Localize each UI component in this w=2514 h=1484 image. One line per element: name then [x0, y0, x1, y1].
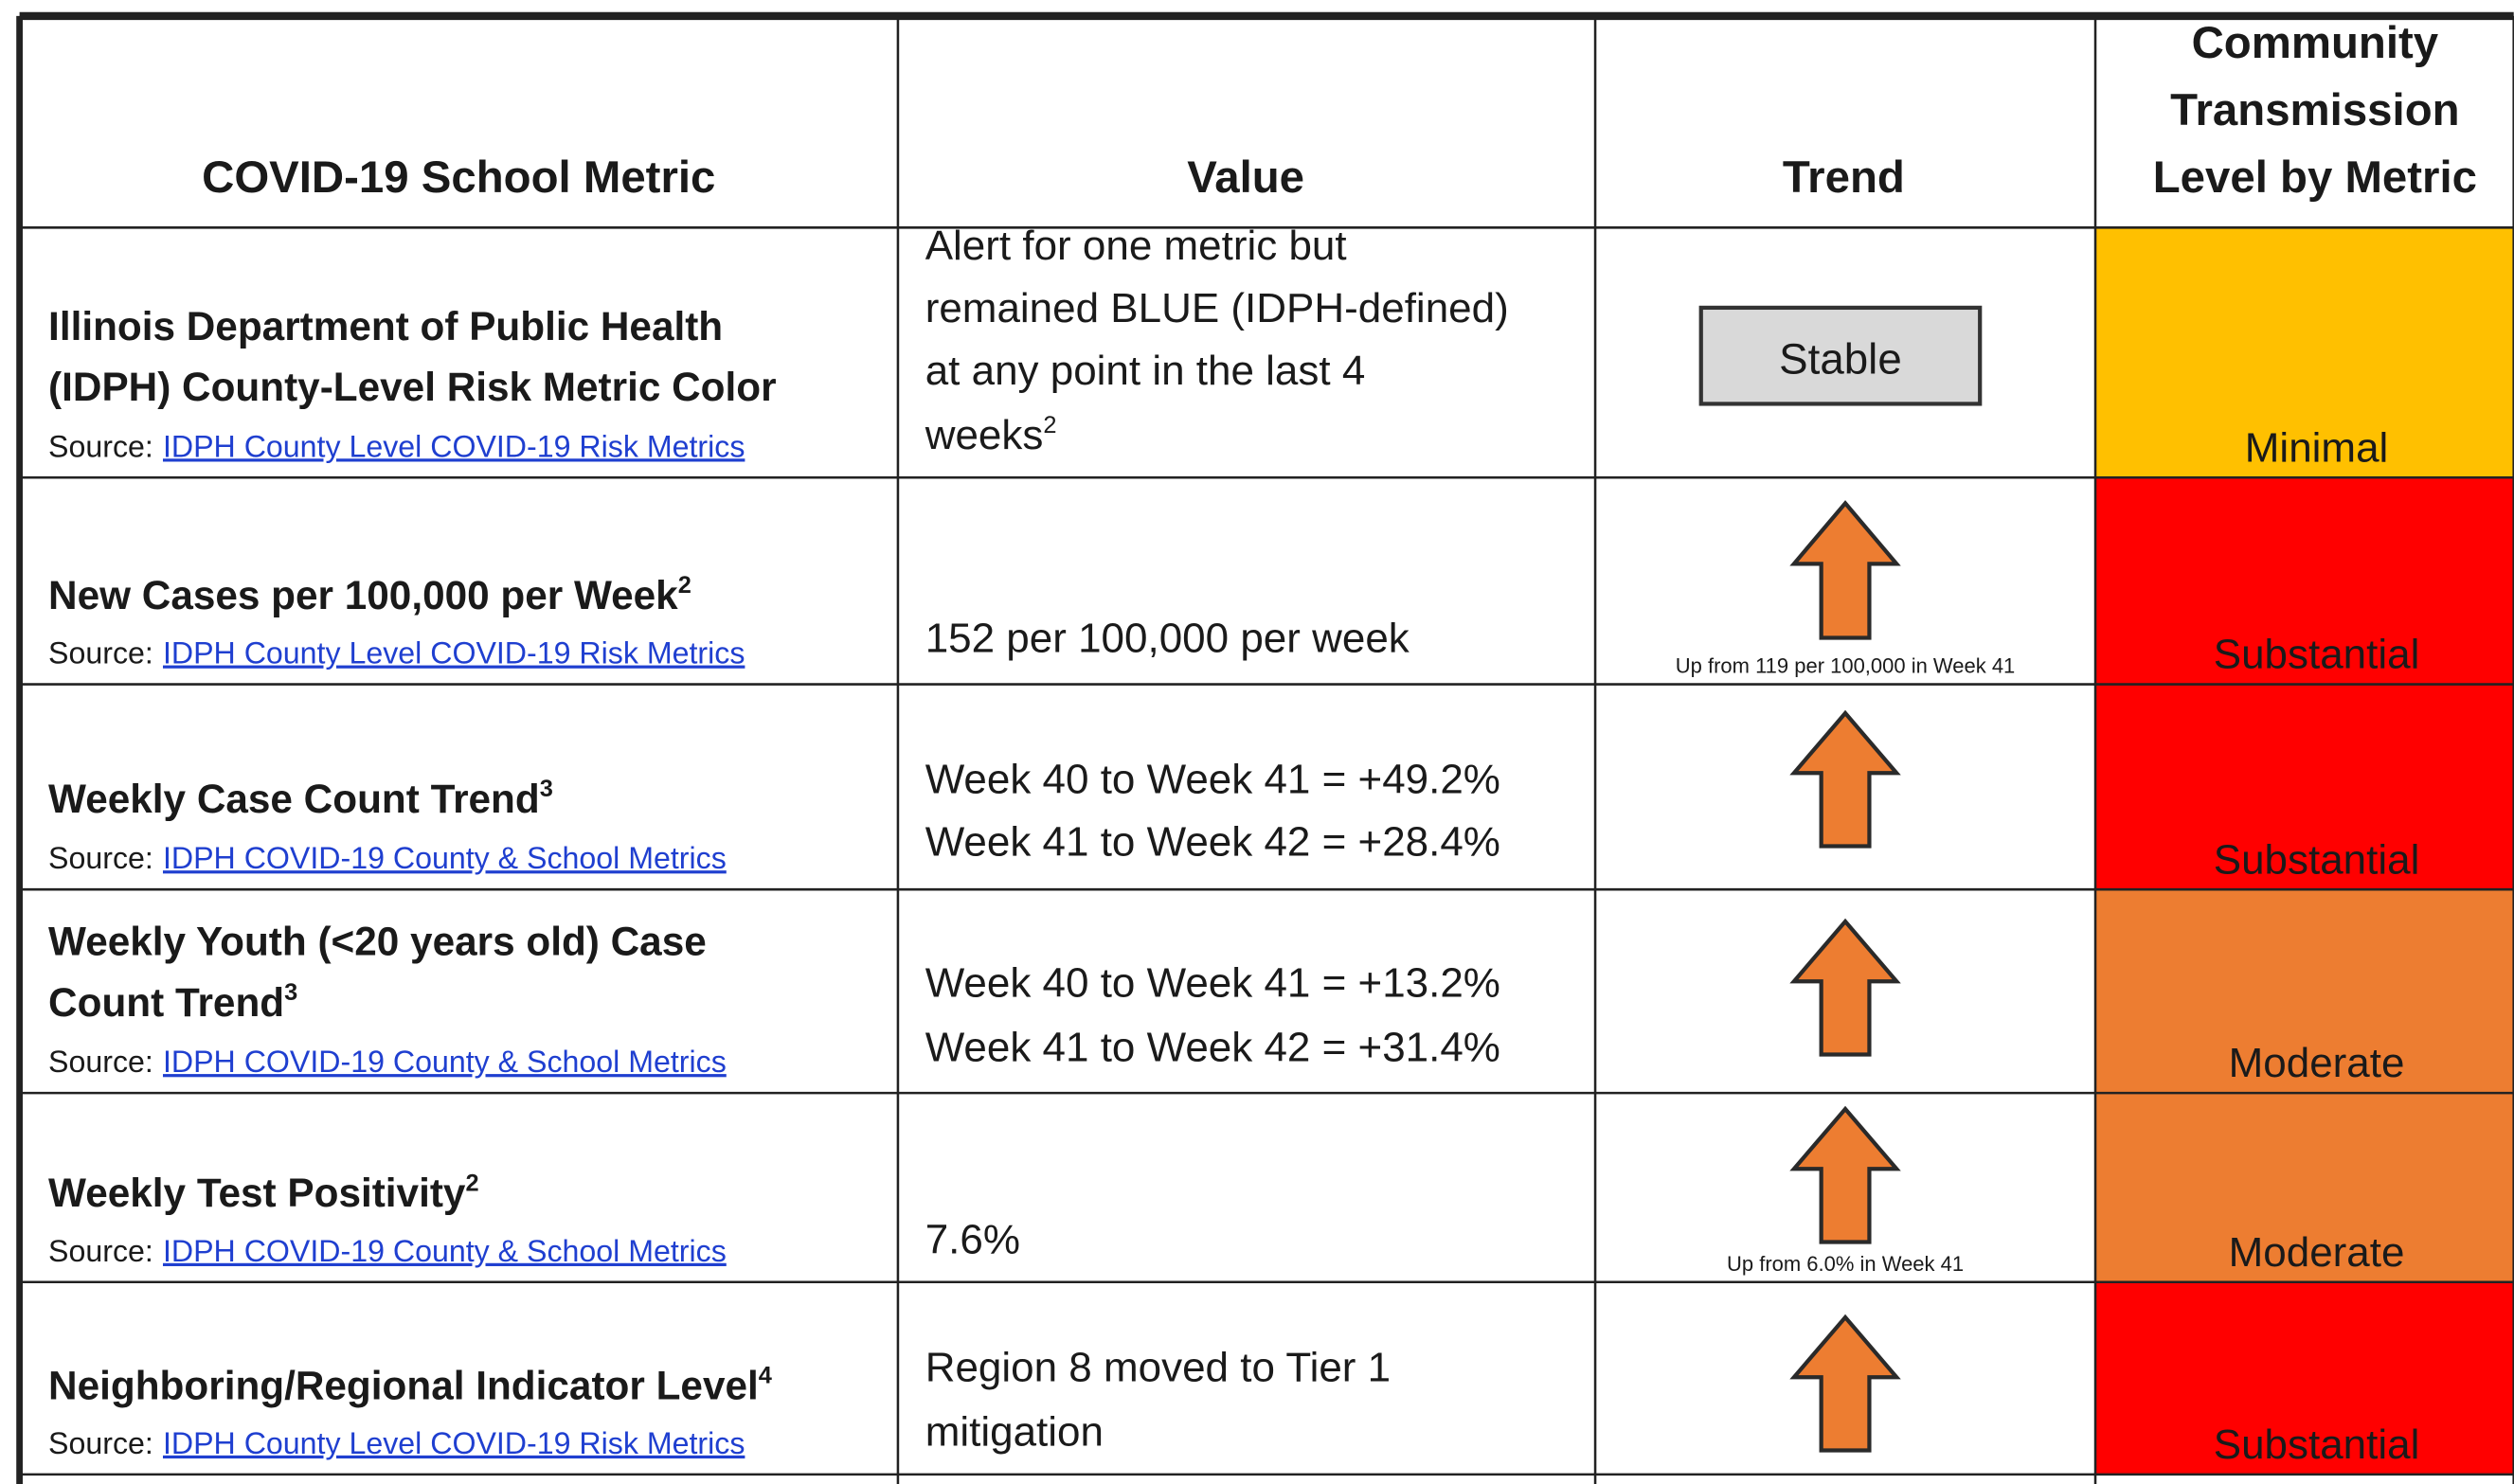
- value-text: Region 8 moved to Tier 1: [925, 1345, 1391, 1391]
- trend-arrow: [1789, 918, 1901, 1057]
- source: Source: IDPH County Level COVID-19 Risk M…: [48, 636, 745, 670]
- level-label: Moderate: [2229, 1040, 2405, 1086]
- trend-box: [1698, 305, 1983, 406]
- level-label: Substantial: [2214, 1421, 2420, 1468]
- metric-text: (IDPH) County-Level Risk Metric Color: [48, 365, 777, 409]
- metric-text: Weekly Case Count Trend: [48, 777, 540, 821]
- level-cell: [2095, 227, 2514, 478]
- metric-name: New Cases per 100,000 per Week2: [48, 572, 691, 617]
- source-label: Source:: [48, 1426, 153, 1460]
- trend-arrow: [1789, 500, 1901, 640]
- value-line: weeks: [925, 412, 1044, 458]
- trend-note: Up from 119 per 100,000 in Week 41: [1676, 654, 2015, 678]
- footnote-mark: 2: [1043, 412, 1056, 438]
- value-text: at any point in the last 4: [925, 348, 1366, 394]
- value-text: Week 40 to Week 41 = +49.2%: [925, 757, 1500, 803]
- source: Source: IDPH COVID-19 County & School Met…: [48, 1045, 727, 1079]
- level-label: Substantial: [2214, 836, 2420, 883]
- trend-arrow: [1789, 709, 1901, 849]
- trend-arrow: [1789, 1314, 1901, 1453]
- value-line: Week 40 to Week 41 = +13.2%: [925, 960, 1500, 1007]
- metric-text: Illinois Department of Public Health: [48, 304, 723, 349]
- value-text: 152 per 100,000 per week: [925, 616, 1410, 662]
- level-label: Substantial: [2214, 632, 2420, 678]
- column-header: Trend: [1783, 152, 1905, 203]
- source-label: Source:: [48, 636, 153, 670]
- metric-text: Neighboring/Regional Indicator Level: [48, 1363, 759, 1407]
- source: Source: IDPH COVID-19 County & School Met…: [48, 1234, 727, 1268]
- metric-text: Weekly Test Positivity: [48, 1171, 466, 1215]
- value-text: Alert for one metric but: [925, 223, 1347, 269]
- column-header: Transmission: [2170, 85, 2459, 135]
- value-text: Week 41 to Week 42 = +28.4%: [925, 819, 1500, 866]
- value-line: Week 41 to Week 42 = +31.4%: [925, 1024, 1500, 1070]
- value-text: weeks2: [925, 412, 1057, 458]
- trend-note: Up from 6.0% in Week 41: [1727, 1252, 1964, 1276]
- metric-name: Neighboring/Regional Indicator Level4: [48, 1362, 772, 1407]
- trend-arrow: [1789, 1105, 1901, 1244]
- level-cell: [2095, 477, 2514, 685]
- level-cell: [2095, 889, 2514, 1094]
- metric-name: (IDPH) County-Level Risk Metric Color: [48, 365, 777, 409]
- level-label: Minimal: [2245, 424, 2389, 471]
- source-link[interactable]: IDPH COVID-19 County & School Metrics: [163, 1045, 727, 1079]
- value-line: mitigation: [925, 1408, 1104, 1455]
- metric-text: Count Trend: [48, 980, 284, 1025]
- footnote-mark: 2: [465, 1170, 478, 1196]
- value-line: at any point in the last 4: [925, 348, 1366, 394]
- source: Source: IDPH COVID-19 County & School Met…: [48, 841, 727, 875]
- source-link[interactable]: IDPH COVID-19 County & School Metrics: [163, 1234, 727, 1268]
- value-line: 152 per 100,000 per week: [925, 616, 1410, 662]
- value-text: remained BLUE (IDPH-defined): [925, 285, 1509, 331]
- value-text: mitigation: [925, 1408, 1104, 1455]
- value-line: remained BLUE (IDPH-defined): [925, 285, 1509, 331]
- source-label: Source:: [48, 1045, 153, 1079]
- value-line: Alert for one metric but: [925, 223, 1347, 269]
- column-header: Level by Metric: [2153, 152, 2477, 203]
- value-line: Week 41 to Week 42 = +28.4%: [925, 819, 1500, 866]
- level-cell: [2095, 1093, 2514, 1282]
- source-link[interactable]: IDPH COVID-19 County & School Metrics: [163, 841, 727, 875]
- value-line: Region 8 moved to Tier 1: [925, 1345, 1391, 1391]
- source: Source: IDPH County Level COVID-19 Risk M…: [48, 1426, 745, 1460]
- value-text: 7.6%: [925, 1216, 1020, 1262]
- metric-name: Weekly Case Count Trend3: [48, 776, 553, 821]
- metric-name: Count Trend3: [48, 979, 297, 1025]
- column-header: COVID-19 School Metric: [202, 152, 715, 203]
- source: Source: IDPH County Level COVID-19 Risk M…: [48, 429, 745, 463]
- value-text: Week 40 to Week 41 = +13.2%: [925, 960, 1500, 1007]
- metric-text: Weekly Youth (<20 years old) Case: [48, 920, 707, 964]
- source-label: Source:: [48, 429, 153, 463]
- level-cell: [2095, 1281, 2514, 1475]
- level-cell: [2095, 684, 2514, 890]
- source-label: Source:: [48, 841, 153, 875]
- value-line: 7.6%: [925, 1216, 1020, 1262]
- value-line: Week 40 to Week 41 = +49.2%: [925, 757, 1500, 803]
- footnote-mark: 2: [678, 572, 691, 599]
- metric-name: Weekly Test Positivity2: [48, 1170, 479, 1215]
- column-header: Value: [1187, 152, 1304, 203]
- trend-label: Stable: [1779, 334, 1902, 383]
- metric-name: Illinois Department of Public Health: [48, 304, 723, 349]
- source-link[interactable]: IDPH County Level COVID-19 Risk Metrics: [163, 1426, 745, 1460]
- metric-text: New Cases per 100,000 per Week: [48, 573, 678, 617]
- footnote-mark: 3: [284, 979, 297, 1006]
- metric-name: Weekly Youth (<20 years old) Case: [48, 920, 707, 964]
- source-link[interactable]: IDPH County Level COVID-19 Risk Metrics: [163, 636, 745, 670]
- source-link[interactable]: IDPH County Level COVID-19 Risk Metrics: [163, 429, 745, 463]
- value-text: Week 41 to Week 42 = +31.4%: [925, 1024, 1500, 1070]
- footnote-mark: 4: [759, 1362, 772, 1388]
- column-header: Community: [2192, 18, 2439, 68]
- source-label: Source:: [48, 1234, 153, 1268]
- level-label: Moderate: [2229, 1229, 2405, 1276]
- footnote-mark: 3: [540, 776, 553, 802]
